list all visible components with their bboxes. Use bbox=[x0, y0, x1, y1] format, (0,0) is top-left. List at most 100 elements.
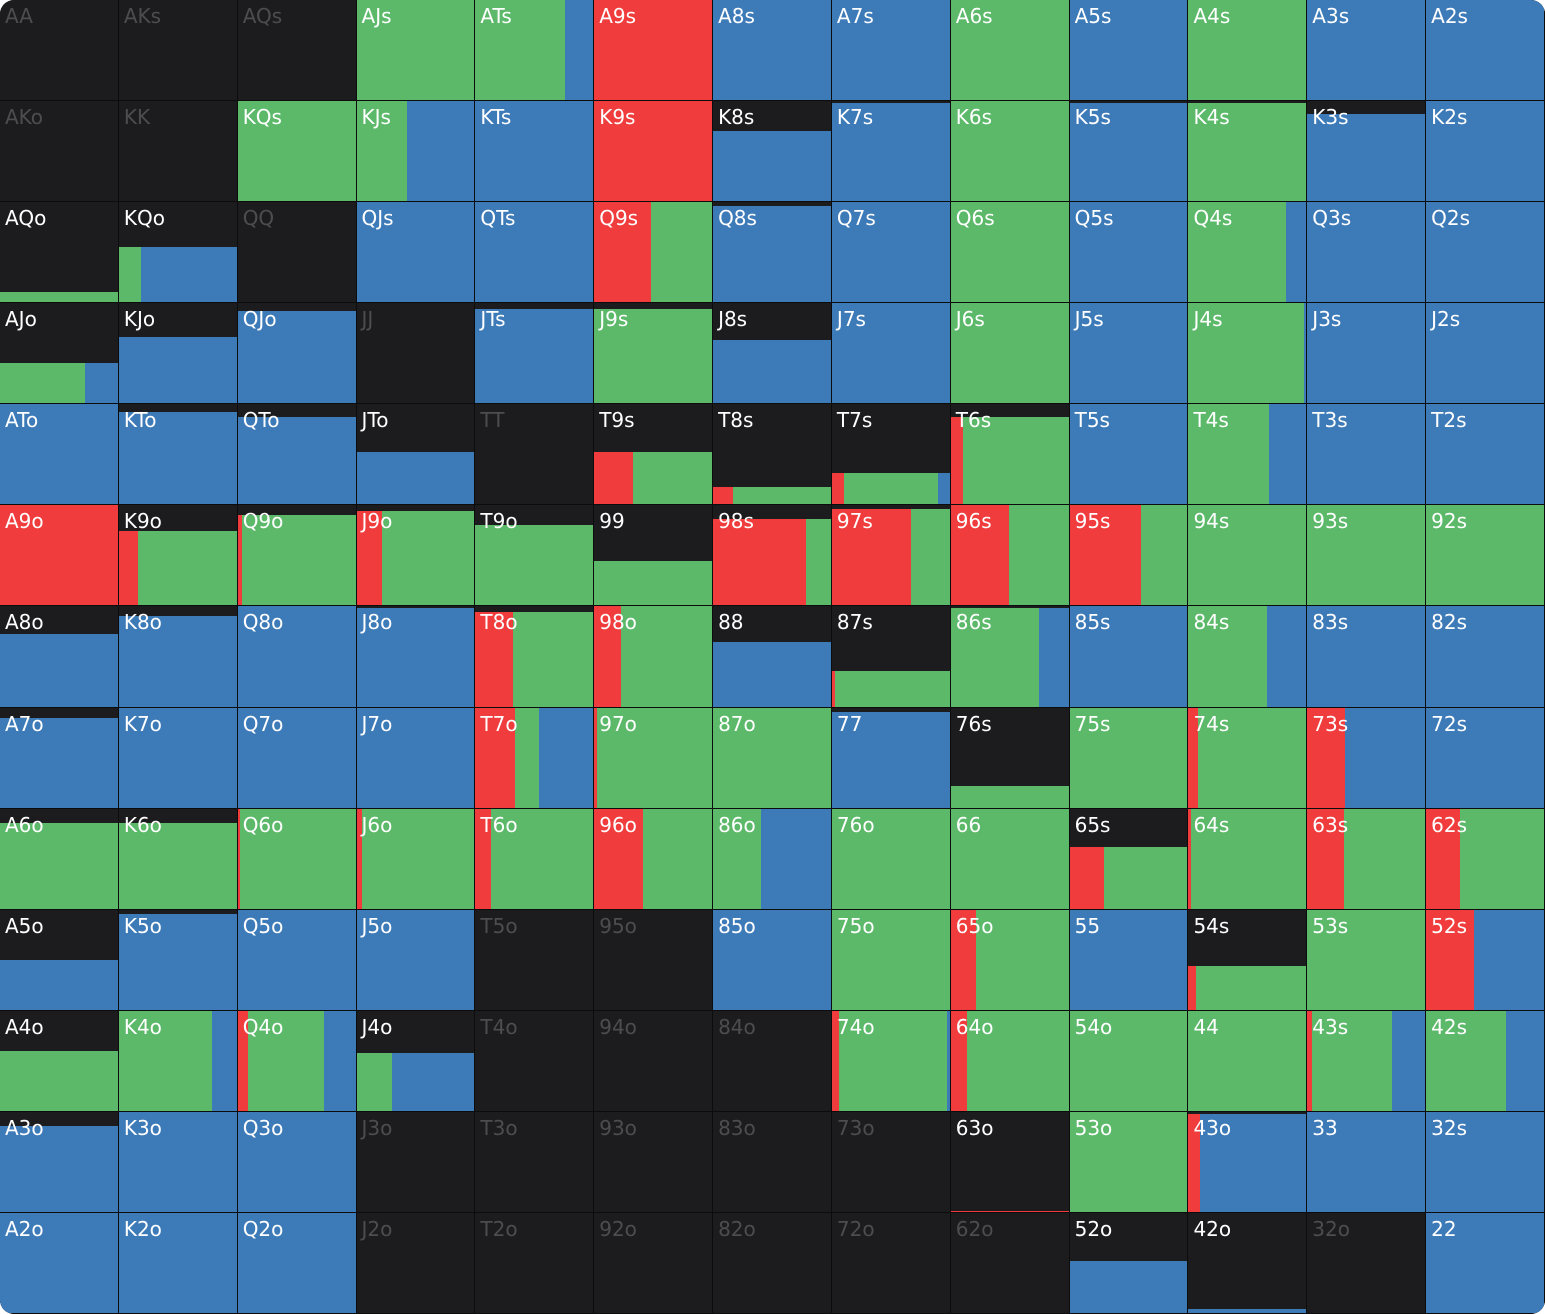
hand-cell[interactable]: T2o bbox=[475, 1212, 595, 1314]
hand-cell[interactable]: A8s bbox=[713, 0, 832, 102]
hand-cell[interactable]: J4s bbox=[1188, 303, 1308, 405]
hand-cell[interactable]: AKs bbox=[118, 0, 238, 102]
hand-cell[interactable]: Q4o bbox=[237, 1010, 357, 1112]
hand-cell[interactable]: T9o bbox=[475, 505, 595, 607]
hand-cell[interactable]: T9s bbox=[594, 404, 714, 506]
hand-cell[interactable]: Q5o bbox=[237, 909, 357, 1011]
hand-cell[interactable]: K6s bbox=[950, 101, 1070, 203]
hand-cell[interactable]: 82o bbox=[713, 1212, 832, 1314]
hand-cell[interactable]: 64s bbox=[1188, 808, 1308, 910]
hand-cell[interactable]: KQo bbox=[118, 202, 238, 304]
hand-cell[interactable]: T6o bbox=[475, 808, 595, 910]
hand-cell[interactable]: 98s bbox=[713, 505, 832, 607]
hand-cell[interactable]: Q2s bbox=[1426, 202, 1545, 304]
hand-cell[interactable]: 52s bbox=[1426, 909, 1545, 1011]
hand-cell[interactable]: Q9o bbox=[237, 505, 357, 607]
hand-cell[interactable]: K9s bbox=[594, 101, 714, 203]
hand-cell[interactable]: 93o bbox=[594, 1111, 714, 1213]
hand-cell[interactable]: 62o bbox=[950, 1212, 1070, 1314]
hand-cell[interactable]: J3s bbox=[1307, 303, 1427, 405]
hand-cell[interactable]: A7o bbox=[0, 707, 119, 809]
hand-cell[interactable]: Q7s bbox=[831, 202, 951, 304]
hand-cell[interactable]: 82s bbox=[1426, 606, 1545, 708]
hand-cell[interactable]: ATo bbox=[0, 404, 119, 506]
hand-cell[interactable]: 95o bbox=[594, 909, 714, 1011]
hand-cell[interactable]: J2o bbox=[356, 1212, 476, 1314]
hand-cell[interactable]: A8o bbox=[0, 606, 119, 708]
hand-cell[interactable]: 75o bbox=[831, 909, 951, 1011]
hand-cell[interactable]: J5s bbox=[1069, 303, 1189, 405]
hand-cell[interactable]: A6s bbox=[950, 0, 1070, 102]
hand-cell[interactable]: 55 bbox=[1069, 909, 1189, 1011]
hand-cell[interactable]: J4o bbox=[356, 1010, 476, 1112]
hand-cell[interactable]: 92s bbox=[1426, 505, 1545, 607]
hand-cell[interactable]: T2s bbox=[1426, 404, 1545, 506]
hand-cell[interactable]: 42s bbox=[1426, 1010, 1545, 1112]
hand-cell[interactable]: K4s bbox=[1188, 101, 1308, 203]
hand-cell[interactable]: J6o bbox=[356, 808, 476, 910]
hand-cell[interactable]: 43s bbox=[1307, 1010, 1427, 1112]
hand-cell[interactable]: 94s bbox=[1188, 505, 1308, 607]
hand-cell[interactable]: K9o bbox=[118, 505, 238, 607]
hand-cell[interactable]: 62s bbox=[1426, 808, 1545, 910]
hand-cell[interactable]: A3s bbox=[1307, 0, 1427, 102]
hand-cell[interactable]: Q5s bbox=[1069, 202, 1189, 304]
hand-cell[interactable]: Q6o bbox=[237, 808, 357, 910]
hand-cell[interactable]: JTo bbox=[356, 404, 476, 506]
hand-cell[interactable]: AJs bbox=[356, 0, 476, 102]
hand-cell[interactable]: T3s bbox=[1307, 404, 1427, 506]
hand-cell[interactable]: T5o bbox=[475, 909, 595, 1011]
hand-cell[interactable]: 86s bbox=[950, 606, 1070, 708]
hand-cell[interactable]: 73s bbox=[1307, 707, 1427, 809]
hand-cell[interactable]: A6o bbox=[0, 808, 119, 910]
hand-cell[interactable]: 54o bbox=[1069, 1010, 1189, 1112]
hand-cell[interactable]: 32s bbox=[1426, 1111, 1545, 1213]
hand-cell[interactable]: 33 bbox=[1307, 1111, 1427, 1213]
hand-cell[interactable]: Q4s bbox=[1188, 202, 1308, 304]
hand-cell[interactable]: K4o bbox=[118, 1010, 238, 1112]
hand-cell[interactable]: KK bbox=[118, 101, 238, 203]
hand-cell[interactable]: K8s bbox=[713, 101, 832, 203]
hand-cell[interactable]: 97o bbox=[594, 707, 714, 809]
hand-cell[interactable]: 43o bbox=[1188, 1111, 1308, 1213]
hand-cell[interactable]: 72s bbox=[1426, 707, 1545, 809]
hand-cell[interactable]: 76o bbox=[831, 808, 951, 910]
hand-cell[interactable]: 83s bbox=[1307, 606, 1427, 708]
hand-cell[interactable]: T4o bbox=[475, 1010, 595, 1112]
hand-cell[interactable]: K5s bbox=[1069, 101, 1189, 203]
hand-cell[interactable]: 99 bbox=[594, 505, 714, 607]
hand-cell[interactable]: Q2o bbox=[237, 1212, 357, 1314]
hand-cell[interactable]: TT bbox=[475, 404, 595, 506]
hand-cell[interactable]: T7s bbox=[831, 404, 951, 506]
hand-cell[interactable]: J7s bbox=[831, 303, 951, 405]
hand-cell[interactable]: T8o bbox=[475, 606, 595, 708]
hand-cell[interactable]: AQo bbox=[0, 202, 119, 304]
hand-cell[interactable]: 32o bbox=[1307, 1212, 1427, 1314]
hand-cell[interactable]: 73o bbox=[831, 1111, 951, 1213]
hand-cell[interactable]: 98o bbox=[594, 606, 714, 708]
hand-cell[interactable]: K2o bbox=[118, 1212, 238, 1314]
hand-cell[interactable]: K2s bbox=[1426, 101, 1545, 203]
hand-cell[interactable]: J2s bbox=[1426, 303, 1545, 405]
hand-cell[interactable]: A2o bbox=[0, 1212, 119, 1314]
hand-cell[interactable]: A2s bbox=[1426, 0, 1545, 102]
hand-cell[interactable]: AKo bbox=[0, 101, 119, 203]
hand-cell[interactable]: KTs bbox=[475, 101, 595, 203]
hand-cell[interactable]: 88 bbox=[713, 606, 832, 708]
hand-cell[interactable]: 63o bbox=[950, 1111, 1070, 1213]
hand-cell[interactable]: T3o bbox=[475, 1111, 595, 1213]
hand-cell[interactable]: KTo bbox=[118, 404, 238, 506]
hand-cell[interactable]: J9s bbox=[594, 303, 714, 405]
hand-cell[interactable]: KJo bbox=[118, 303, 238, 405]
hand-cell[interactable]: A4s bbox=[1188, 0, 1308, 102]
hand-cell[interactable]: K3s bbox=[1307, 101, 1427, 203]
hand-cell[interactable]: A9s bbox=[594, 0, 714, 102]
hand-cell[interactable]: T7o bbox=[475, 707, 595, 809]
hand-cell[interactable]: Q8s bbox=[713, 202, 832, 304]
hand-cell[interactable]: 96o bbox=[594, 808, 714, 910]
hand-cell[interactable]: K7o bbox=[118, 707, 238, 809]
hand-cell[interactable]: A7s bbox=[831, 0, 951, 102]
hand-cell[interactable]: A5s bbox=[1069, 0, 1189, 102]
hand-cell[interactable]: 74s bbox=[1188, 707, 1308, 809]
hand-cell[interactable]: Q8o bbox=[237, 606, 357, 708]
